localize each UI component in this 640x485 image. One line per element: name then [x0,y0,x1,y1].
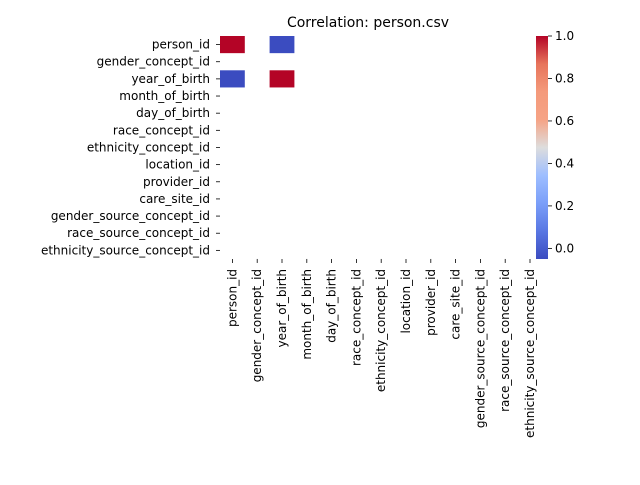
y-tick-label: day_of_birth [136,106,210,120]
colorbar-tick-label: 0.8 [555,71,574,85]
x-tick-label: ethnicity_concept_id [374,269,388,392]
y-tick-label: gender_source_concept_id [51,209,210,223]
x-tick-label: year_of_birth [275,269,289,348]
y-tick-label: ethnicity_concept_id [87,140,210,154]
x-tick-label: location_id [399,269,413,334]
x-tick-label: ethnicity_source_concept_id [523,269,537,438]
heatmap-cell [220,70,245,88]
colorbar-gradient [536,36,548,259]
colorbar-tick-label: 0.4 [555,156,574,170]
y-tick-label: year_of_birth [131,72,210,86]
x-tick-label: day_of_birth [325,269,339,343]
colorbar-tick-label: 0.2 [555,199,574,213]
y-tick-label: ethnicity_source_concept_id [41,243,210,257]
y-tick-label: care_site_id [139,192,210,206]
y-axis-tick-labels: person_id gender_concept_id year_of_birthm… [41,38,220,257]
heatmap-cells [220,36,295,88]
colorbar-tick-label: 0.0 [555,241,574,255]
y-tick-label: gender_concept_id [97,55,210,69]
y-tick-label: race_concept_id [113,123,210,137]
x-tick-label: gender_source_concept_id [473,269,487,428]
heatmap-cell [220,36,245,54]
x-tick-label: month_of_birth [300,269,314,360]
x-tick-label: person_id [225,269,239,327]
chart-title: Correlation: person.csv [287,15,449,31]
colorbar-tick-labels: 0.0 0.2 0.4 0.6 0.8 1.0 [548,29,574,255]
heatmap-cell [269,70,295,88]
y-tick-label: month_of_birth [119,89,210,103]
y-tick-label: location_id [145,158,210,172]
x-tick-label: race_concept_id [349,269,363,366]
y-tick-label: provider_id [143,175,210,189]
colorbar-tick-label: 0.6 [555,114,574,128]
x-tick-label: race_source_concept_id [498,269,512,412]
x-axis-tick-labels: person_id gender_concept_id year_of_birth m… [225,258,537,438]
heatmap-cell [269,36,295,54]
x-tick-label: care_site_id [449,269,463,340]
colorbar [536,36,548,259]
y-tick-label: race_source_concept_id [67,226,210,240]
colorbar-tick-label: 1.0 [555,29,574,43]
x-tick-label: provider_id [424,269,438,336]
y-tick-label: person_id [152,38,210,52]
x-tick-label: gender_concept_id [250,269,264,382]
